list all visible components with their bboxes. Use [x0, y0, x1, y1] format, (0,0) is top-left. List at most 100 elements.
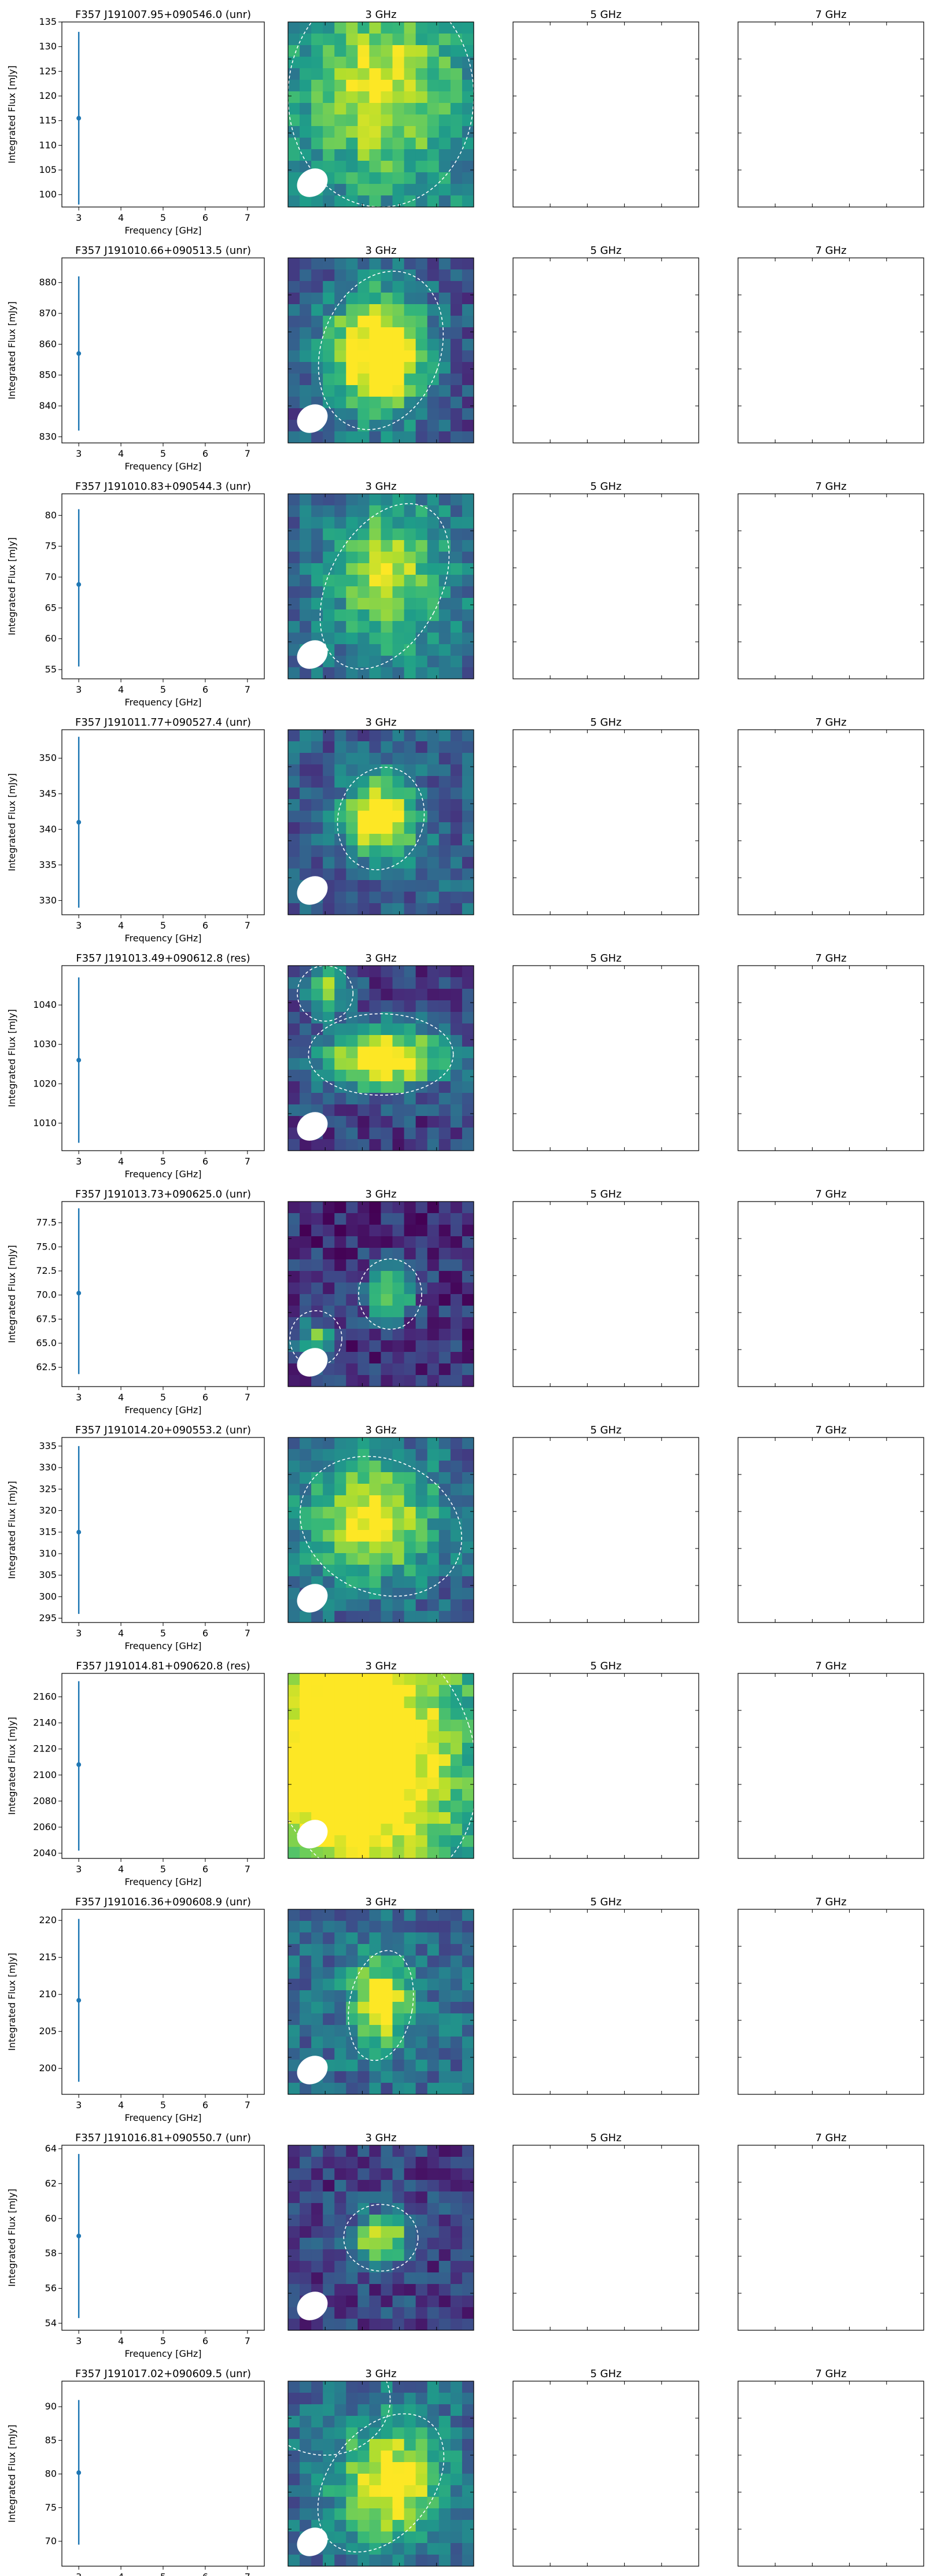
y-tick-label: 300	[39, 1591, 57, 1602]
y-tick-label: 54	[45, 2318, 57, 2329]
x-tick-label: 6	[202, 2335, 208, 2346]
x-tick-label: 6	[202, 1156, 208, 1167]
image-axes-frame	[287, 21, 474, 208]
y-tick-label: 56	[45, 2283, 57, 2294]
y-tick-label: 2080	[33, 1795, 57, 1806]
sed-axes-frame	[61, 21, 265, 208]
y-tick-label: 325	[39, 1483, 57, 1494]
x-tick-label: 3	[76, 2100, 82, 2111]
panel-title-3ghz: 3 GHz	[365, 1188, 396, 1200]
image-axes-frame	[737, 257, 924, 443]
x-axis-label: Frequency [GHz]	[124, 225, 201, 236]
x-tick-label: 5	[160, 1392, 166, 1403]
x-tick-label: 6	[202, 684, 208, 695]
image-axes-frame	[737, 2145, 924, 2331]
sed-axes-frame	[61, 1673, 265, 1859]
y-tick-label: 345	[39, 788, 57, 799]
y-axis-label: Integrated Flux [mJy]	[6, 1009, 17, 1107]
row-4: F357 J191013.49+090612.8 (res) 3 4 5 6 7 1010 1…	[6, 952, 924, 1180]
y-tick-label: 105	[39, 164, 57, 175]
panel-title-5ghz: 5 GHz	[590, 716, 621, 729]
panel-title-3ghz: 3 GHz	[365, 245, 396, 257]
x-tick-label: 7	[245, 1392, 250, 1403]
sed-title: F357 J191007.95+090546.0 (unr)	[75, 9, 251, 21]
sed-axes-frame	[61, 2145, 265, 2331]
y-axis-label: Integrated Flux [mJy]	[6, 537, 17, 635]
row-3: F357 J191011.77+090527.4 (unr)3 4 5 6 733033…	[6, 716, 924, 944]
y-tick-label: 85	[45, 2434, 57, 2445]
x-tick-label: 4	[118, 1392, 124, 1403]
x-tick-label: 5	[160, 684, 166, 695]
x-tick-label: 3	[76, 448, 82, 459]
y-tick-label: 2120	[33, 1743, 57, 1754]
sed-title: F357 J191013.49+090612.8 (res)	[76, 952, 250, 964]
x-tick-label: 4	[118, 1864, 124, 1875]
sed-axes-frame	[61, 1201, 265, 1387]
source-contour	[319, 503, 450, 670]
panel-title-5ghz: 5 GHz	[590, 481, 621, 493]
source-contour	[318, 271, 444, 430]
y-tick-label: 115	[39, 115, 57, 126]
x-tick-label: 4	[118, 212, 124, 223]
y-tick-label: 75	[45, 2502, 57, 2513]
y-tick-label: 335	[39, 859, 57, 870]
row-9: F357 J191016.81+090550.7 (unr)3 4 5 6 754565…	[6, 2132, 924, 2359]
radio-image-3ghz	[288, 966, 474, 1151]
y-tick-label: 305	[39, 1569, 57, 1580]
x-tick-label: 7	[245, 1864, 250, 1875]
x-tick-label: 7	[245, 1156, 250, 1167]
x-tick-label: 7	[245, 2335, 250, 2346]
y-tick-label: 135	[39, 16, 57, 27]
y-axis-label: Integrated Flux [mJy]	[6, 1953, 17, 2050]
sed-title: F357 J191014.81+090620.8 (res)	[76, 1660, 250, 1672]
panel-title-3ghz: 3 GHz	[365, 716, 396, 729]
sed-axes-frame	[61, 493, 265, 679]
panel-title-5ghz: 5 GHz	[590, 1896, 621, 1908]
x-tick-label: 6	[202, 1392, 208, 1403]
sed-axes-frame	[61, 965, 265, 1151]
source-contour	[343, 2204, 419, 2272]
x-tick-label: 4	[118, 1628, 124, 1639]
y-tick-label: 60	[45, 2213, 57, 2224]
panel-title-3ghz: 3 GHz	[365, 2132, 396, 2144]
y-axis-label: Integrated Flux [mJy]	[6, 2425, 17, 2522]
y-tick-label: 870	[39, 308, 57, 319]
image-axes-frame	[737, 965, 924, 1151]
image-axes-frame	[512, 729, 699, 915]
image-axes-frame	[737, 729, 924, 915]
x-tick-label: 7	[245, 212, 250, 223]
row-2: F357 J191010.83+090544.3 (unr) 3 4 5 6 7 55 60 6…	[6, 481, 924, 708]
sed-title: F357 J191013.73+090625.0 (unr)	[75, 1188, 251, 1200]
x-tick-label: 7	[245, 2571, 250, 2576]
panel-title-5ghz: 5 GHz	[590, 1188, 621, 1200]
image-axes-frame	[287, 257, 474, 443]
source-contour	[297, 966, 354, 1022]
radio-image-3ghz	[288, 2381, 474, 2566]
x-tick-label: 3	[76, 212, 82, 223]
y-tick-label: 830	[39, 431, 57, 442]
y-tick-label: 62	[45, 2178, 57, 2189]
x-tick-label: 5	[160, 1156, 166, 1167]
x-tick-label: 3	[76, 1864, 82, 1875]
beam-ellipse	[297, 1584, 328, 1613]
radio-image-3ghz	[288, 1673, 474, 1858]
x-tick-label: 4	[118, 684, 124, 695]
y-tick-label: 90	[45, 2401, 57, 2412]
image-axes-frame	[287, 1673, 474, 1859]
data-point	[76, 116, 82, 121]
data-point	[76, 582, 82, 587]
y-tick-label: 330	[39, 1462, 57, 1473]
panel-title-5ghz: 5 GHz	[590, 245, 621, 257]
data-point	[76, 820, 82, 825]
row-5: F357 J191013.73+090625.0 (unr) 3 4 5 6 7 62.5 6…	[6, 1188, 924, 1415]
x-axis-label: Frequency [GHz]	[124, 461, 201, 472]
y-tick-label: 1040	[33, 999, 57, 1010]
radio-image-3ghz	[288, 1909, 474, 2094]
sed-title: F357 J191011.77+090527.4 (unr)	[75, 716, 251, 729]
panel-title-5ghz: 5 GHz	[590, 1660, 621, 1672]
panel-title-7ghz: 7 GHz	[815, 481, 846, 493]
image-axes-frame	[287, 1437, 474, 1623]
beam-ellipse	[297, 404, 328, 433]
y-tick-label: 2060	[33, 1821, 57, 1832]
image-axes-frame	[737, 1201, 924, 1387]
